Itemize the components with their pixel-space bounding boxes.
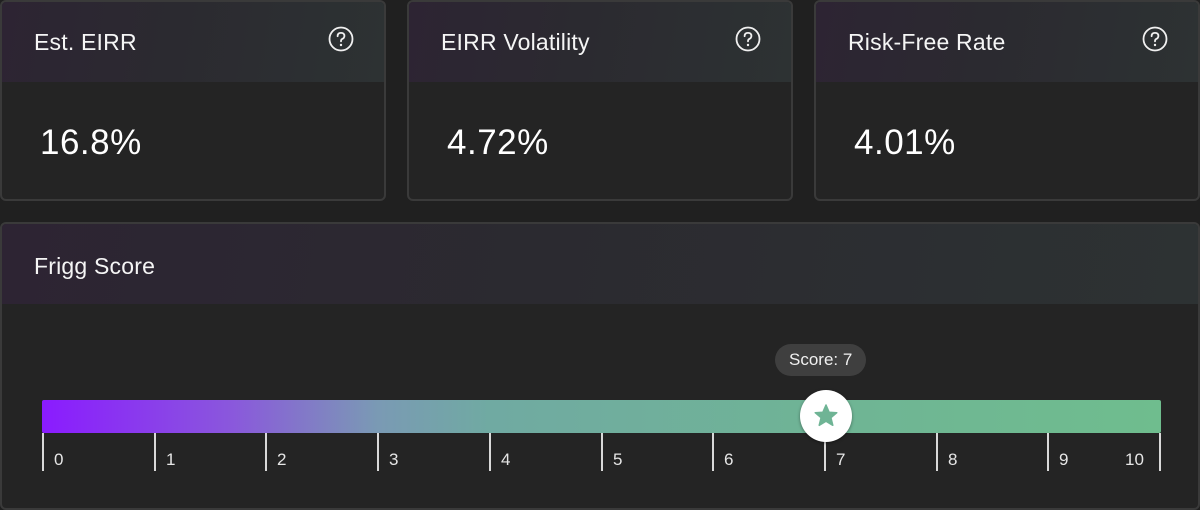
frigg-score-title: Frigg Score [34,253,156,279]
volatility-title: EIRR Volatility [441,29,590,55]
eirr-card: Est. EIRR 16.8% [0,0,386,201]
scale-tick [42,433,44,471]
question-circle-icon[interactable] [1142,26,1168,52]
scale-tick [265,433,267,471]
card-header: EIRR Volatility [409,2,791,82]
scale-tick [377,433,379,471]
scale-tick-label: 0 [54,450,64,469]
scale-tick-label: 7 [836,450,846,469]
card-header: Risk-Free Rate [816,2,1198,82]
scale-tick-label: 9 [1059,450,1069,469]
scale-tick-label: 10 [1125,450,1144,469]
frigg-score-card: Frigg Score 0 1 2 3 4 5 6 7 8 9 10 Score: 7 [0,222,1200,510]
scale-tick [489,433,491,471]
star-icon [814,404,838,427]
scale-tick-label: 3 [389,450,399,469]
card-header: Est. EIRR [2,2,384,82]
eirr-title: Est. EIRR [34,29,137,55]
scale-tick [824,433,826,471]
scale-tick [712,433,714,471]
score-badge: Score: 7 [775,344,867,376]
card-header: Frigg Score [2,224,1198,304]
score-scale: 0 1 2 3 4 5 6 7 8 9 10 [42,433,1161,471]
scale-tick-label: 2 [277,450,287,469]
scale-tick [154,433,156,471]
eirr-value: 16.8% [40,123,142,162]
scale-tick-label: 4 [501,450,511,469]
question-circle-icon[interactable] [328,26,354,52]
scale-tick [601,433,603,471]
volatility-value: 4.72% [447,123,549,162]
scale-tick-label: 8 [948,450,958,469]
risk-free-title: Risk-Free Rate [848,29,1006,55]
scale-tick [1047,433,1049,471]
scale-tick-label: 6 [724,450,734,469]
scale-tick [936,433,938,471]
volatility-card: EIRR Volatility 4.72% [407,0,793,201]
score-gradient-bar [42,400,1161,433]
scale-tick [1159,433,1161,471]
scale-tick-label: 5 [613,450,623,469]
scale-tick-label: 1 [166,450,176,469]
score-marker[interactable] [800,390,852,442]
risk-free-card: Risk-Free Rate 4.01% [814,0,1200,201]
question-circle-icon[interactable] [735,26,761,52]
risk-free-value: 4.01% [854,123,956,162]
